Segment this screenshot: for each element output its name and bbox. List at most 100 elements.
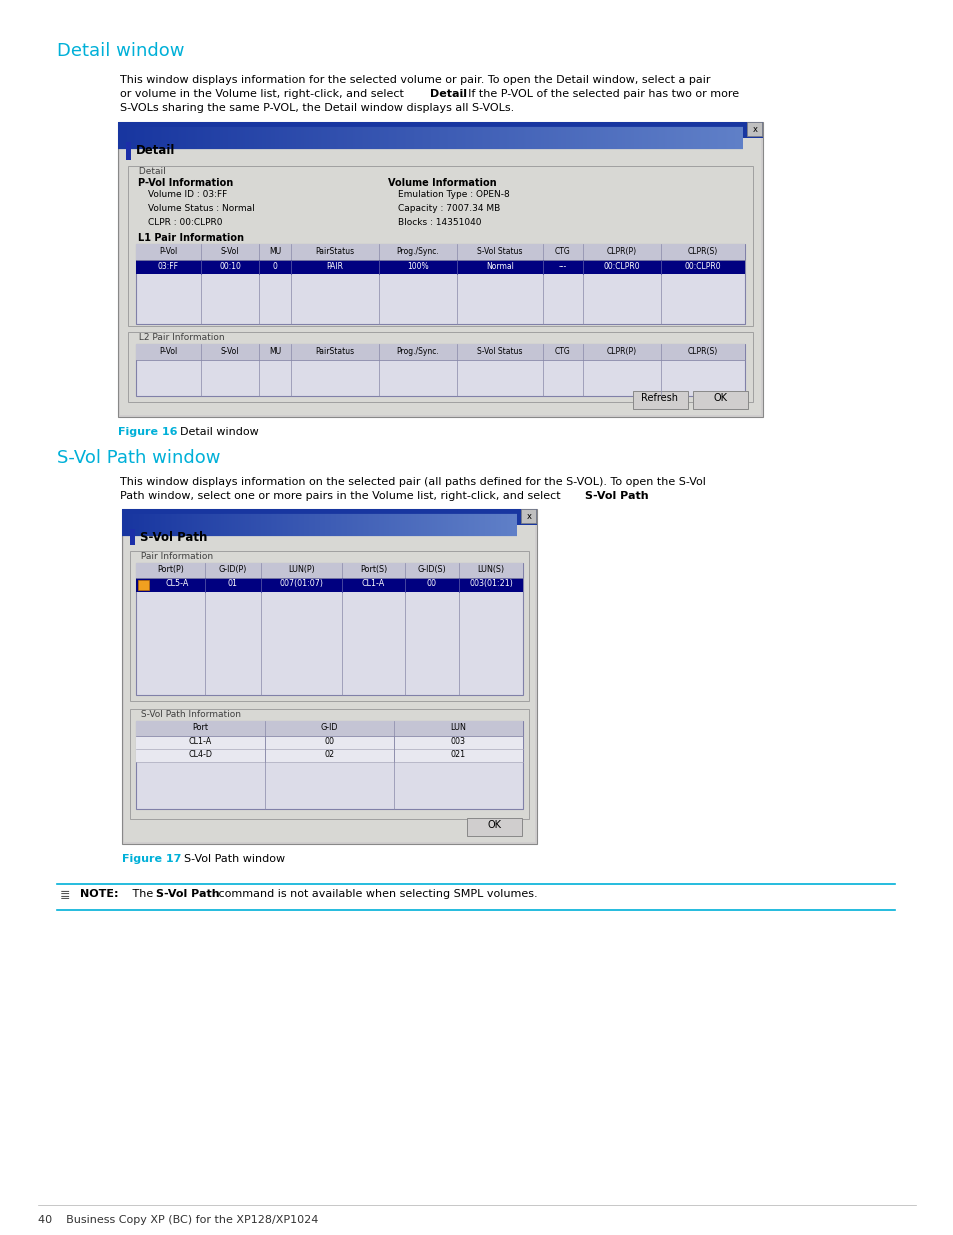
Bar [130, 709, 529, 819]
Text: 007(01:07): 007(01:07) [279, 579, 323, 588]
Bar [138, 580, 149, 590]
Bar [128, 165, 752, 326]
Text: This window displays information on the selected pair (all paths defined for the: This window displays information on the … [120, 477, 705, 487]
Text: MU: MU [269, 247, 281, 256]
Text: Pair Information: Pair Information [138, 552, 215, 561]
Text: x: x [752, 125, 757, 135]
Bar [118, 122, 762, 138]
Text: NOTE:: NOTE: [80, 889, 118, 899]
Text: S-Vol Path window: S-Vol Path window [57, 450, 220, 467]
Text: CTG: CTG [555, 347, 570, 356]
Text: L1 Pair Information: L1 Pair Information [138, 233, 244, 243]
Text: 100%: 100% [407, 262, 428, 270]
Bar [126, 142, 131, 161]
Text: Port(P): Port(P) [157, 564, 184, 574]
Text: The: The [122, 889, 156, 899]
Bar [136, 261, 744, 274]
Text: CL4-D: CL4-D [189, 750, 213, 760]
Text: 0: 0 [273, 262, 277, 270]
Text: CLPR(P): CLPR(P) [606, 247, 637, 256]
Text: .: . [640, 492, 644, 501]
Text: 02: 02 [324, 750, 335, 760]
Text: 00:10: 00:10 [219, 262, 241, 270]
Bar [118, 122, 762, 417]
Bar [130, 529, 135, 545]
Text: CLPR(S): CLPR(S) [687, 247, 718, 256]
Text: S-Vol Path window: S-Vol Path window [177, 853, 285, 864]
Text: Port(S): Port(S) [359, 564, 387, 574]
Bar [692, 391, 747, 409]
Bar [122, 509, 537, 525]
Text: x: x [526, 513, 531, 521]
Bar [746, 122, 761, 136]
Text: LUN: LUN [450, 722, 466, 732]
Text: G-ID: G-ID [320, 722, 338, 732]
Text: CTG: CTG [555, 247, 570, 256]
Text: This window displays information for the selected volume or pair. To open the De: This window displays information for the… [120, 75, 710, 85]
Bar [136, 748, 522, 762]
Text: 021: 021 [451, 750, 466, 760]
Text: Blocks : 14351040: Blocks : 14351040 [397, 219, 481, 227]
Bar [136, 736, 522, 748]
Bar [467, 818, 521, 836]
Text: Path window, select one or more pairs in the Volume list, right-click, and selec: Path window, select one or more pairs in… [120, 492, 563, 501]
Text: CLPR : 00:CLPR0: CLPR : 00:CLPR0 [148, 219, 222, 227]
Text: 01: 01 [228, 579, 237, 588]
Text: Detail: Detail [136, 144, 175, 157]
Text: P-Vol: P-Vol [159, 347, 177, 356]
Text: PairStatus: PairStatus [315, 247, 355, 256]
Text: Detail window: Detail window [172, 427, 258, 437]
Text: 00:CLPR0: 00:CLPR0 [603, 262, 639, 270]
Bar [136, 563, 522, 695]
Text: 00: 00 [427, 579, 436, 588]
Text: Prog./Sync.: Prog./Sync. [396, 347, 439, 356]
Text: P-Vol: P-Vol [159, 247, 177, 256]
Text: LUN(S): LUN(S) [476, 564, 504, 574]
Bar [633, 391, 687, 409]
Bar [122, 509, 537, 844]
Text: OK: OK [713, 393, 727, 403]
Bar [520, 509, 536, 522]
Text: LUN(P): LUN(P) [288, 564, 314, 574]
Text: S-Vol Path Information: S-Vol Path Information [138, 710, 244, 719]
Text: Detail: Detail [430, 89, 467, 99]
Bar [136, 345, 744, 396]
Text: S-Vol: S-Vol [220, 247, 239, 256]
Text: . If the P-VOL of the selected pair has two or more: . If the P-VOL of the selected pair has … [460, 89, 739, 99]
Text: Emulation Type : OPEN-8: Emulation Type : OPEN-8 [397, 190, 509, 199]
Text: CLPR(P): CLPR(P) [606, 347, 637, 356]
Bar [136, 245, 744, 324]
Bar [124, 525, 535, 842]
Text: 00:CLPR0: 00:CLPR0 [684, 262, 720, 270]
Text: CL1-A: CL1-A [361, 579, 385, 588]
Text: MU: MU [269, 347, 281, 356]
Bar [136, 578, 522, 592]
Text: or volume in the Volume list, right-click, and select: or volume in the Volume list, right-clic… [120, 89, 407, 99]
Bar [136, 245, 744, 261]
Text: ---: --- [558, 262, 566, 270]
Text: G-ID(P): G-ID(P) [218, 564, 247, 574]
Text: G-ID(S): G-ID(S) [417, 564, 446, 574]
Bar [136, 563, 522, 578]
Text: S-Vol Path: S-Vol Path [140, 531, 207, 543]
Bar [136, 345, 744, 359]
Text: CL1-A: CL1-A [189, 737, 212, 746]
Text: Refresh: Refresh [640, 393, 678, 403]
Text: S-VOLs sharing the same P-VOL, the Detail window displays all S-VOLs.: S-VOLs sharing the same P-VOL, the Detai… [120, 103, 514, 112]
Text: Capacity : 7007.34 MB: Capacity : 7007.34 MB [397, 204, 499, 212]
Text: Figure 16: Figure 16 [118, 427, 177, 437]
Text: PAIR: PAIR [326, 262, 343, 270]
Text: 003(01:21): 003(01:21) [469, 579, 513, 588]
Text: 40    Business Copy XP (BC) for the XP128/XP1024: 40 Business Copy XP (BC) for the XP128/X… [38, 1215, 318, 1225]
Text: Prog./Sync.: Prog./Sync. [396, 247, 439, 256]
Text: Volume Status : Normal: Volume Status : Normal [148, 204, 254, 212]
Bar [120, 138, 760, 415]
Text: 00: 00 [324, 737, 335, 746]
Text: ≣: ≣ [60, 889, 71, 902]
Text: Volume ID : 03:FF: Volume ID : 03:FF [148, 190, 227, 199]
Text: Normal: Normal [485, 262, 514, 270]
Text: CLPR(S): CLPR(S) [687, 347, 718, 356]
Text: S-Vol Path: S-Vol Path [156, 889, 219, 899]
Text: Figure 17: Figure 17 [122, 853, 181, 864]
Bar [136, 721, 522, 809]
